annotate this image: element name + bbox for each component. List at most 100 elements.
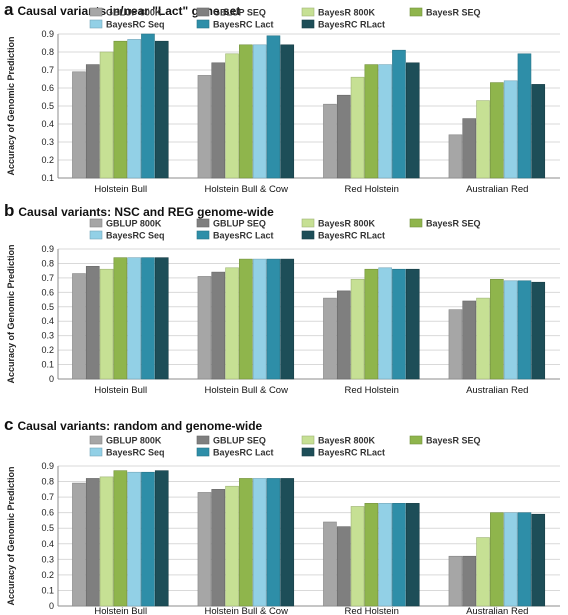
bar	[141, 33, 155, 179]
bar	[127, 471, 141, 607]
bar	[392, 503, 406, 607]
bar	[531, 84, 546, 179]
y-tick-label: 0.3	[41, 331, 54, 341]
bar	[350, 506, 365, 607]
bar	[113, 470, 128, 607]
bar	[113, 40, 128, 179]
legend-swatch	[196, 19, 210, 29]
bar	[476, 100, 490, 179]
bar	[462, 118, 477, 179]
x-tick-label: Holstein Bull & Cow	[205, 184, 289, 195]
legend-swatch	[196, 218, 210, 228]
bar	[462, 555, 477, 607]
legend-swatch	[196, 435, 210, 445]
bar	[99, 268, 114, 380]
y-tick-label: 0.7	[41, 273, 54, 283]
y-tick-label: 0.5	[41, 523, 54, 533]
y-tick-label: 0.7	[41, 492, 54, 502]
legend-swatch	[301, 435, 315, 445]
bar	[141, 257, 155, 380]
panel-letter: a	[4, 0, 14, 19]
bar	[364, 64, 379, 179]
y-tick-label: 0.7	[41, 65, 54, 75]
bar	[490, 82, 504, 179]
legend-swatch	[89, 7, 103, 17]
legend-label: BayesR 800K	[318, 219, 376, 229]
bar	[378, 503, 392, 607]
bar	[85, 266, 100, 380]
chart-panel-a: a Causal variants in/near "Lact" gene set…	[0, 0, 568, 198]
bar	[448, 134, 463, 179]
y-tick-label: 0.8	[41, 258, 54, 268]
bar	[392, 49, 406, 179]
legend-label: BayesRC RLact	[318, 231, 385, 241]
bar	[154, 257, 169, 380]
legend-label: BayesRC Seq	[106, 20, 165, 30]
x-tick-label: Red Holstein	[345, 606, 399, 615]
x-tick-label: Red Holstein	[345, 184, 399, 195]
bar	[197, 492, 212, 607]
legend-swatch	[301, 447, 315, 457]
legend-label: GBLUP SEQ	[213, 8, 266, 18]
chart-title: Causal variants: NSC and REG genome-wide	[18, 205, 274, 219]
bar	[517, 512, 532, 607]
bar	[85, 478, 100, 607]
x-tick-label: Holstein Bull	[94, 184, 147, 195]
bar-chart-a: 0.1 0.2 0.3 0.4 0.5 0.6 0.7 0.8 0.9 Accuracy of G…	[6, 7, 560, 195]
legend-label: BayesR SEQ	[426, 219, 481, 229]
chart-panel-b: b Causal variants: NSC and REG genome-wid…	[0, 201, 568, 399]
bar	[405, 62, 420, 179]
bar	[336, 290, 351, 380]
bar	[517, 53, 532, 179]
bar	[323, 297, 337, 380]
bar	[476, 297, 490, 380]
y-tick-label: 0.1	[41, 360, 54, 370]
legend-swatch	[301, 218, 315, 228]
legend-swatch	[89, 230, 103, 240]
y-tick-label: 0.2	[41, 155, 54, 165]
legend-label: BayesRC RLact	[318, 448, 385, 458]
bar	[476, 537, 490, 607]
y-tick-label: 0.1	[41, 585, 54, 595]
y-tick-label: 0.3	[41, 554, 54, 564]
x-tick-label: Australian Red	[466, 606, 528, 615]
legend-label: BayesR 800K	[318, 436, 376, 446]
legend-swatch	[196, 230, 210, 240]
bar	[72, 482, 86, 607]
y-tick-label: 0.8	[41, 477, 54, 487]
y-tick-label: 0.6	[41, 83, 54, 93]
bar	[503, 80, 518, 179]
bar	[99, 476, 114, 607]
legend-label: BayesRC RLact	[318, 20, 385, 30]
panel-b-title: b Causal variants: NSC and REG genome-wid…	[4, 201, 274, 221]
bar	[448, 555, 463, 607]
legend-label: GBLUP 800K	[106, 8, 162, 18]
y-tick-label: 0.5	[41, 302, 54, 312]
y-tick-label: 0.4	[41, 316, 54, 326]
y-tick-label: 0.1	[41, 173, 54, 183]
y-tick-label: 0.9	[41, 244, 54, 254]
legend-label: BayesRC Lact	[213, 448, 274, 458]
bar	[252, 258, 267, 380]
bar	[252, 478, 267, 607]
bar	[239, 478, 253, 607]
bar	[280, 478, 295, 607]
legend-label: BayesRC Lact	[213, 20, 274, 30]
legend-label: BayesR 800K	[318, 8, 376, 18]
x-tick-label: Australian Red	[466, 184, 528, 195]
y-tick-label: 0.6	[41, 287, 54, 297]
legend-swatch	[301, 7, 315, 17]
bar	[197, 75, 212, 179]
chart-title: Causal variants: random and genome-wide	[17, 419, 263, 433]
legend-label: BayesRC Lact	[213, 231, 274, 241]
y-axis-label: Accuracy of Genomic Prediction	[6, 466, 16, 605]
bar	[141, 471, 155, 607]
bar	[531, 513, 546, 607]
bar	[99, 51, 114, 179]
bar	[350, 76, 365, 179]
x-tick-label: Red Holstein	[345, 385, 399, 396]
panel-c-title: c Causal variants: random and genome-wide	[4, 415, 262, 435]
y-tick-label: 0.5	[41, 101, 54, 111]
bar	[323, 521, 337, 607]
x-tick-label: Holstein Bull & Cow	[205, 606, 289, 615]
